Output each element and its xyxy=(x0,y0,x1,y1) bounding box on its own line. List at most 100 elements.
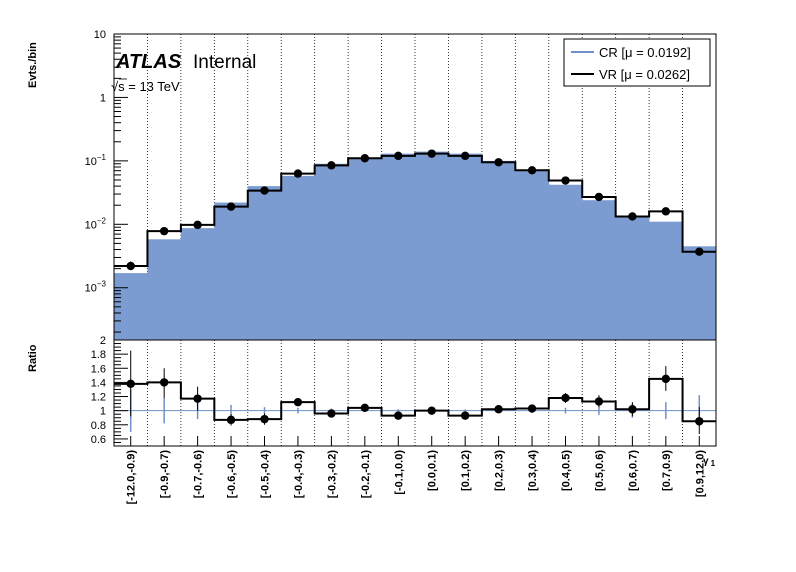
x-category-label: [-0.1,0.0) xyxy=(393,450,405,495)
vr-point xyxy=(460,151,470,161)
energy-sqrt-sign: √ xyxy=(111,79,119,94)
atlas-label: ATLAS xyxy=(115,51,182,73)
cr-bar xyxy=(682,246,717,340)
x-category-label: [0.3,0.4) xyxy=(527,450,539,491)
vr-point xyxy=(628,212,637,221)
vr-point xyxy=(561,176,570,185)
cr-bar xyxy=(615,217,650,340)
vr-point xyxy=(193,220,202,230)
ratio-histogram xyxy=(114,350,716,434)
cr-bar xyxy=(649,221,683,340)
ratio-point xyxy=(260,414,269,424)
ratio-panel: 21.81.61.41.210.80.6 Ratio [-12.0,-0.9)[… xyxy=(27,335,717,504)
ratio-y-tick-label: 1.4 xyxy=(91,377,106,389)
ratio-point xyxy=(494,405,503,414)
x-category-label: [0.9,12.0) xyxy=(694,450,706,497)
cr-bar xyxy=(180,228,215,340)
ratio-plot-area xyxy=(114,340,716,446)
x-category-label: [-0.7,-0.6) xyxy=(193,450,205,499)
ratio-y-tick-label: 1.2 xyxy=(91,392,106,404)
cr-bar xyxy=(515,170,550,340)
cr-bar xyxy=(582,200,617,340)
ratio-point xyxy=(226,415,236,425)
x-category-label: [-0.3,-0.2) xyxy=(326,450,338,499)
ratio-y-axis-title: Ratio xyxy=(27,344,39,372)
vr-point xyxy=(159,226,169,236)
ratio-point xyxy=(193,394,202,403)
ratio-point xyxy=(159,378,169,387)
x-axis-title-main: γ xyxy=(703,456,709,467)
ratio-point xyxy=(561,393,570,403)
tick-base: 10 xyxy=(85,156,97,168)
cr-bar xyxy=(348,158,382,340)
main-y-tick-label: 10−1 xyxy=(85,153,107,168)
x-category-label: [0.1,0.2) xyxy=(460,450,472,491)
vr-point xyxy=(494,158,503,167)
cr-histogram xyxy=(114,151,717,340)
ratio-y-tick-label: 0.8 xyxy=(91,420,106,432)
cr-bar xyxy=(281,175,316,340)
ratio-point xyxy=(661,374,671,384)
x-ticks xyxy=(130,436,700,446)
ratio-point xyxy=(293,397,303,407)
ratio-y-ticks: 2 1.8 1.6 1.4 1.2 1 0.8 0.6 xyxy=(91,335,128,447)
main-y-tick-label: 10−3 xyxy=(85,280,107,295)
cr-bar xyxy=(481,160,516,340)
internal-label: Internal xyxy=(193,52,256,73)
vr-point xyxy=(126,261,135,271)
tick-exponent: −1 xyxy=(97,153,107,162)
vr-point xyxy=(427,149,436,158)
x-axis-title-sub: 1 xyxy=(711,459,716,468)
ratio-point xyxy=(360,403,370,413)
ratio-y-tick-label: 2 xyxy=(100,335,106,347)
x-category-label: [-0.9,-0.7) xyxy=(159,450,171,499)
x-category-label: [-0.5,-0.4) xyxy=(260,450,272,499)
ratio-point xyxy=(126,379,135,389)
vr-point xyxy=(527,166,537,175)
ratio-point xyxy=(527,404,537,413)
cr-bar xyxy=(214,202,249,340)
legend-box xyxy=(563,38,711,87)
cr-bar xyxy=(415,151,449,340)
ratio-point xyxy=(695,417,704,426)
cr-bar xyxy=(548,184,583,340)
vr-point xyxy=(661,207,671,216)
vr-point xyxy=(260,186,269,195)
tick-exponent: −3 xyxy=(97,280,107,289)
x-category-label: [0.0,0.1) xyxy=(427,450,439,491)
ratio-point xyxy=(327,409,336,418)
cr-bar xyxy=(314,163,349,340)
ratio-frame xyxy=(113,339,717,447)
ratio-y-tick-label: 1 xyxy=(100,406,106,418)
vr-point xyxy=(594,192,604,202)
x-category-label: [-0.4,-0.3) xyxy=(293,450,305,499)
ratio-point xyxy=(394,411,403,420)
cr-bar xyxy=(448,153,483,340)
energy-label: √s = 13 TeV xyxy=(111,79,180,94)
main-y-tick-label: 1 xyxy=(100,92,106,104)
ratio-y-tick-label: 0.6 xyxy=(91,434,106,446)
vr-point xyxy=(327,161,336,170)
legend-cr-label: CR [μ = 0.0192] xyxy=(599,45,691,60)
vr-point xyxy=(293,169,303,178)
ratio-point xyxy=(594,397,604,406)
energy-value: s = 13 TeV xyxy=(118,79,180,94)
cr-bar xyxy=(381,153,416,340)
ratio-y-tick-label: 1.8 xyxy=(91,349,106,361)
vr-point xyxy=(695,247,704,256)
tick-exponent: −2 xyxy=(97,216,107,225)
main-y-tick-label: 10 xyxy=(94,29,106,41)
ratio-point xyxy=(628,405,637,414)
x-category-label: [0.5,0.6) xyxy=(594,450,606,491)
legend-vr-label: VR [μ = 0.0262] xyxy=(599,67,690,82)
legend: CR [μ = 0.0192] VR [μ = 0.0262] xyxy=(563,38,711,87)
main-y-tick-label: 10−2 xyxy=(85,216,107,231)
ratio-step-line xyxy=(114,377,716,423)
vr-point xyxy=(226,202,236,211)
ratio-y-tick-label: 1.6 xyxy=(91,363,106,375)
x-category-label: [0.6,0.7) xyxy=(627,450,639,491)
